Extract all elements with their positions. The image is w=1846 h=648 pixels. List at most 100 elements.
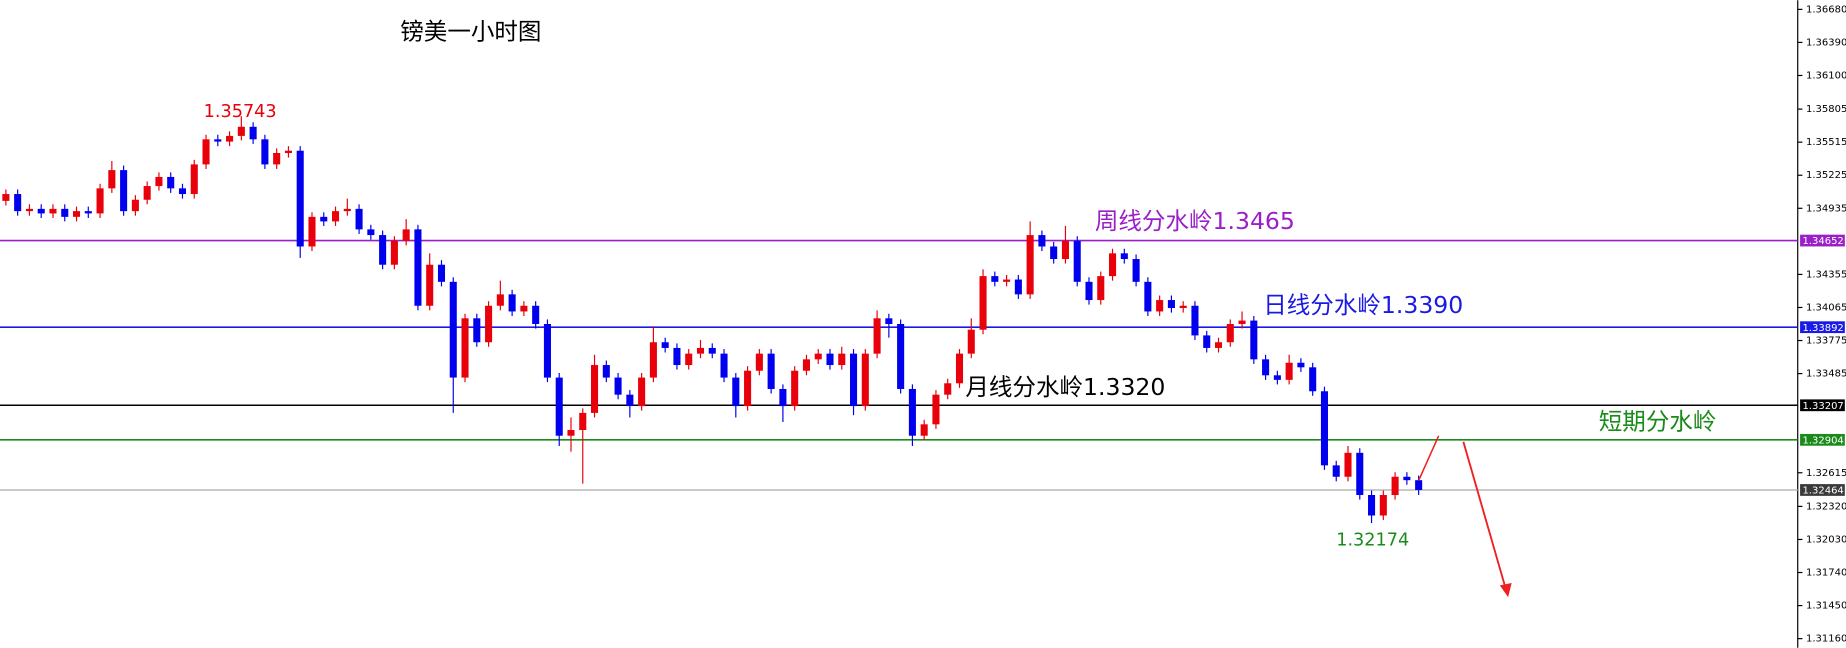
candle-body <box>591 365 599 413</box>
level-value: 1.32464 <box>1802 486 1843 497</box>
y-tick-label: 1.36390 <box>1806 37 1846 48</box>
candle-body <box>72 211 81 217</box>
candle-body <box>296 150 304 247</box>
candle-body <box>638 377 646 407</box>
candle-body <box>1097 276 1105 301</box>
level-box <box>1800 484 1845 496</box>
candle-body <box>237 126 245 136</box>
candle-body <box>755 353 763 371</box>
candle-body <box>131 199 139 212</box>
candle-body <box>1238 320 1246 324</box>
candle-body <box>1203 335 1211 348</box>
candle-body <box>649 342 657 378</box>
y-tick-label: 1.35515 <box>1806 137 1846 148</box>
candle-body <box>802 359 810 371</box>
candle-body <box>555 377 563 436</box>
y-tick-label: 1.33485 <box>1806 369 1846 380</box>
candle-body <box>1179 305 1187 309</box>
candle-body <box>708 347 716 354</box>
candle-body <box>991 276 999 282</box>
candle-body <box>355 208 363 230</box>
candle-body <box>320 216 328 222</box>
candle-body <box>897 324 905 389</box>
candle-body <box>673 347 681 366</box>
level-value: 1.33207 <box>1802 401 1843 412</box>
candle-body <box>861 353 869 407</box>
candle-body <box>814 353 822 360</box>
candle-body <box>1156 300 1164 312</box>
forecast-up <box>1417 435 1440 481</box>
candle-body <box>979 276 987 330</box>
y-tick-label: 1.35225 <box>1806 170 1846 181</box>
candle-body <box>379 235 387 265</box>
low-label: 1.32174 <box>1336 531 1409 551</box>
candle-body <box>190 164 198 195</box>
candle-body <box>685 353 693 366</box>
candle-body <box>885 318 893 324</box>
level-box <box>1800 321 1845 334</box>
candle-body <box>1344 452 1352 477</box>
y-tick-label: 1.36680 <box>1806 4 1846 15</box>
candle-body <box>850 353 858 407</box>
candle-body <box>1226 324 1234 343</box>
level-value: 1.34652 <box>1802 236 1843 247</box>
candle-body <box>838 353 846 366</box>
y-tick-label: 1.34935 <box>1806 203 1846 214</box>
candle-body <box>1368 494 1376 516</box>
candle-body <box>1250 320 1258 360</box>
candle-body <box>155 176 163 187</box>
candle-body <box>496 294 504 306</box>
candle-body <box>1285 362 1293 380</box>
level-label: 月线分水岭1.3320 <box>965 373 1165 401</box>
level-box <box>1800 433 1845 446</box>
chart-title: 镑美一小时图 <box>400 18 541 46</box>
candle-body <box>202 139 210 165</box>
candle-body <box>696 347 705 354</box>
candle-body <box>626 394 634 407</box>
candle-body <box>873 318 881 354</box>
candle-body <box>14 194 22 212</box>
level-value: 1.33892 <box>1802 323 1843 334</box>
level-label: 周线分水岭1.3465 <box>1095 207 1295 235</box>
candle-body <box>284 150 292 154</box>
candle-body <box>661 342 669 348</box>
candle-body <box>967 329 975 354</box>
candle-body <box>1273 375 1281 380</box>
candle-body <box>2 194 10 201</box>
y-tick-label: 1.31450 <box>1806 601 1846 612</box>
candle-body <box>1391 476 1399 495</box>
candle-body <box>37 208 45 214</box>
candle-body <box>567 430 575 436</box>
candle-body <box>920 424 928 436</box>
level-label: 日线分水岭1.3390 <box>1263 291 1463 319</box>
candle-body <box>779 388 787 407</box>
candle-body <box>791 370 799 407</box>
candle-body <box>1214 342 1223 348</box>
y-tick-label: 1.32615 <box>1806 468 1846 479</box>
candle-body <box>1144 281 1152 312</box>
candle-body <box>308 216 316 247</box>
arrow-head <box>1499 583 1512 598</box>
candle-body <box>426 264 434 306</box>
candle-body <box>273 153 281 165</box>
candle-body <box>1132 259 1140 282</box>
candle-body <box>1167 300 1175 309</box>
candle-body <box>84 211 92 214</box>
candle-body <box>437 264 446 282</box>
candle-body <box>532 305 540 324</box>
candle-body <box>473 318 481 343</box>
y-tick-label: 1.33775 <box>1806 336 1846 347</box>
y-tick-label: 1.31740 <box>1806 568 1846 579</box>
candle-body <box>61 208 69 217</box>
candle-body <box>343 208 351 212</box>
candle-body <box>226 135 234 142</box>
candle-body <box>1026 235 1034 295</box>
candle-body <box>1356 452 1364 495</box>
candle-body <box>25 208 33 212</box>
candle-body <box>1120 253 1128 260</box>
candle-body <box>1403 476 1411 481</box>
candle-body <box>508 294 516 312</box>
candle-body <box>331 211 340 222</box>
